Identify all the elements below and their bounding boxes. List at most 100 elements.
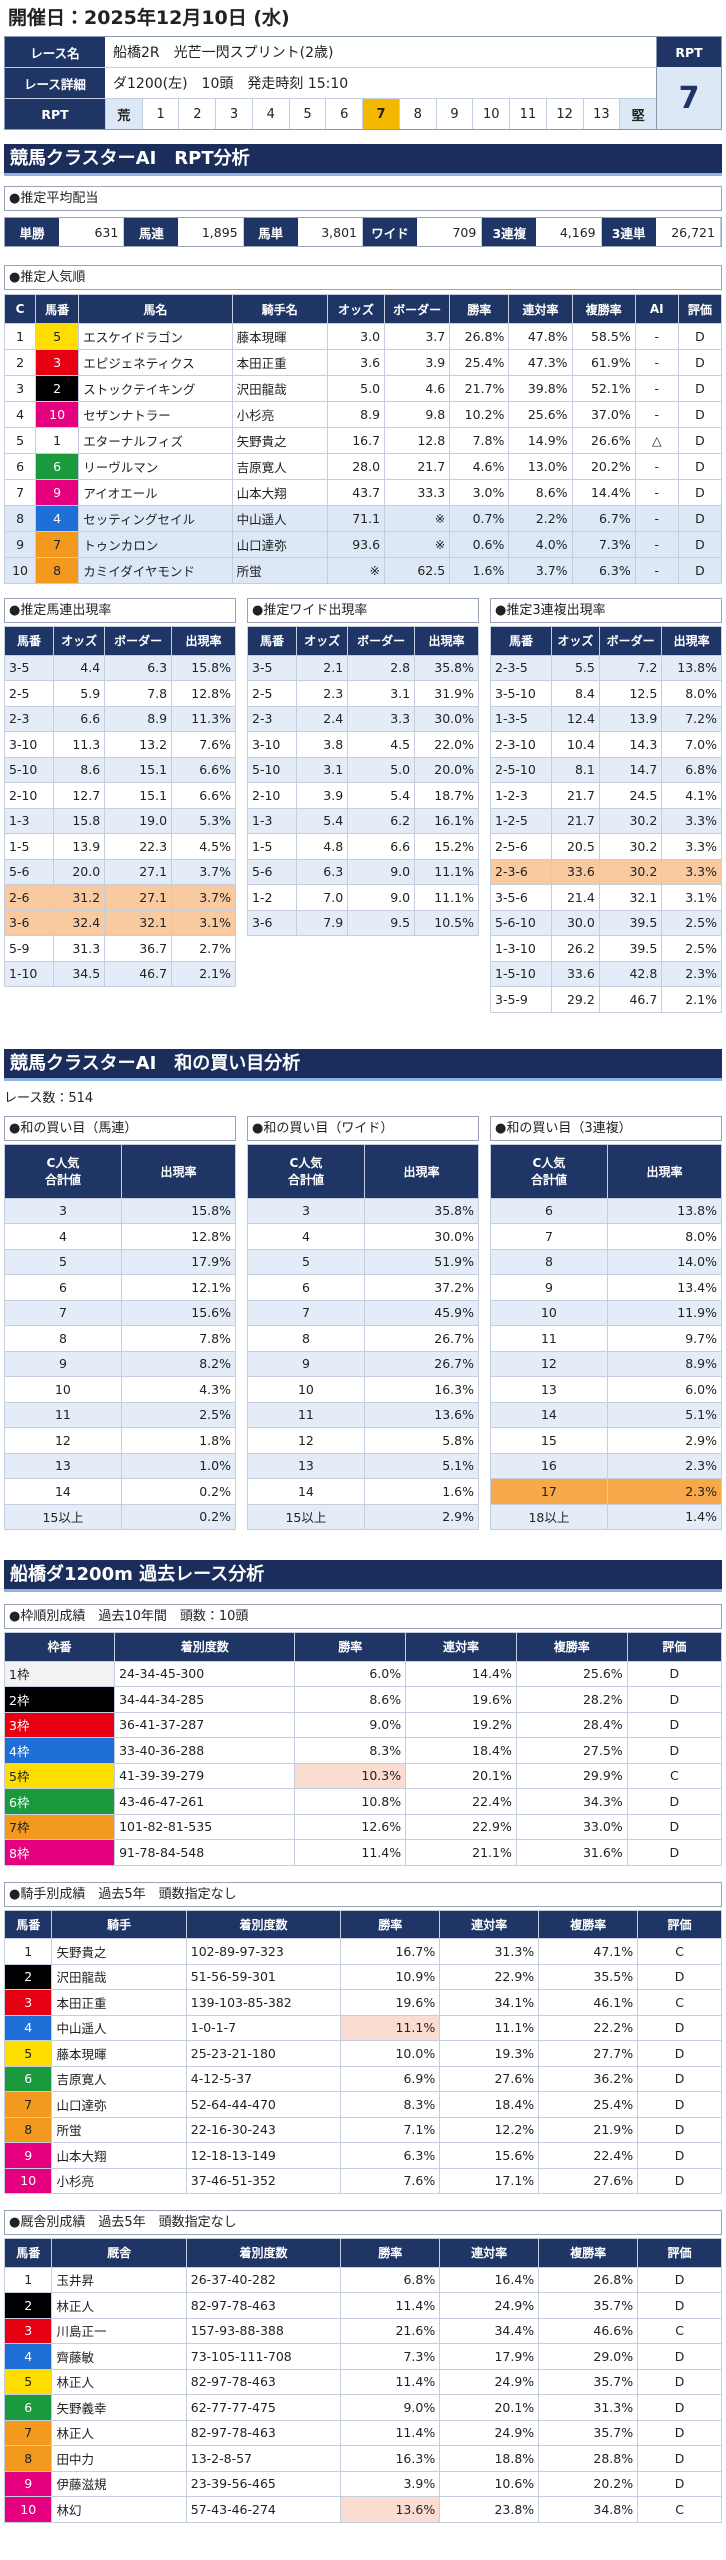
pair-table-wrap: 馬番 オッズ ボーダー 出現率 3-5 2.1 2.8 35.8% 2-5 2.3 3.1 31.9%… <box>246 626 479 936</box>
table-cell: 35.8% <box>414 654 479 681</box>
table-cell: ストックテイキング <box>78 375 233 402</box>
table-cell: 13 <box>4 1452 122 1479</box>
table-cell: 8.3% <box>340 2091 441 2118</box>
table-cell: 12.5 <box>598 680 663 707</box>
payout-value: 26,721 <box>656 218 721 246</box>
table-cell: 21.7 <box>551 807 600 834</box>
table-cell: 林正人 <box>51 2292 187 2319</box>
column-header: 勝率 <box>340 2238 441 2268</box>
table-cell: 3 <box>4 1197 122 1224</box>
table-cell: 36-41-37-287 <box>114 1711 296 1738</box>
table-row: 3-6 7.9 9.5 10.5% <box>246 909 479 936</box>
table-cell: 3.9 <box>384 349 451 376</box>
table-row: 4枠 33-40-36-288 8.3% 18.4% 27.5% D <box>3 1737 723 1764</box>
table-cell: C <box>637 1989 722 2016</box>
table-row: 2-3 6.6 8.9 11.3% <box>3 705 236 732</box>
table-cell: 15以上 <box>4 1503 122 1530</box>
table-cell: 11 <box>490 1325 608 1352</box>
table-cell: 25.6% <box>515 1660 628 1687</box>
pair-table-wrap: 馬番 オッズ ボーダー 出現率 3-5 4.4 6.3 15.8% 2-5 5.9 7.8 12.8%… <box>3 626 236 987</box>
table-cell: 6.6% <box>171 756 236 783</box>
table-cell: 10 <box>3 2167 53 2194</box>
table-cell: D <box>677 401 723 428</box>
table-cell: 34-44-34-285 <box>114 1686 296 1713</box>
table-row: 3 35.8% <box>247 1197 480 1224</box>
column-header: オッズ <box>53 626 106 656</box>
rpt-scale-cell: 9 <box>435 99 473 129</box>
table-row: 5枠 41-39-39-279 10.3% 20.1% 29.9% C <box>3 1762 723 1789</box>
table-cell: 35.7% <box>538 2419 639 2446</box>
table-cell: 2.7% <box>171 935 236 962</box>
table-cell: 1.6% <box>363 1478 480 1505</box>
table-cell: 27.6% <box>439 2065 540 2092</box>
table-cell: 9.8 <box>384 401 451 428</box>
table-row: 3枠 36-41-37-287 9.0% 19.2% 28.4% D <box>3 1711 723 1738</box>
table-cell: 30.2 <box>598 807 663 834</box>
table-cell: 8 <box>247 1325 365 1352</box>
table-row: 12 8.9% <box>490 1350 723 1377</box>
table-cell: 5-6-10 <box>489 909 553 936</box>
table-cell: 22.4% <box>405 1788 517 1815</box>
data-table: 馬番 オッズ ボーダー 出現率 2-3-5 5.5 7.2 13.8% 3-5-10 8.4 12.… <box>489 626 722 1013</box>
column-header: 出現率 <box>661 626 722 656</box>
table-cell: 4.5% <box>171 833 236 860</box>
table-row: 5-6 6.3 9.0 11.1% <box>246 858 479 885</box>
table-cell: 玉井昇 <box>51 2266 187 2293</box>
table-cell: 26-37-40-282 <box>185 2266 342 2293</box>
table-cell: 32.4 <box>53 909 106 936</box>
table-cell: 2-3-5 <box>489 654 553 681</box>
table-cell: 4.8 <box>296 833 349 860</box>
column-header: ボーダー <box>347 626 416 656</box>
table-cell: 15.8 <box>53 807 106 834</box>
table-cell: 7.3% <box>340 2343 441 2370</box>
table-cell: 10.2% <box>449 401 510 428</box>
table-cell: 1-3 <box>246 807 298 834</box>
table-cell: 26.8% <box>449 323 510 350</box>
table-cell: D <box>626 1660 723 1687</box>
table-cell: D <box>626 1788 723 1815</box>
data-table: 馬番 騎手 着別度数 勝率 連対率 複勝率 評価 1 矢野貴之 102-89-97-323 16.7… <box>3 1909 722 2195</box>
column-header: ボーダー <box>598 626 663 656</box>
table-cell: 8.6% <box>508 479 573 506</box>
table-cell: 6.2 <box>347 807 416 834</box>
table-cell: - <box>634 531 679 558</box>
table-cell: アイオエール <box>78 479 233 506</box>
table-cell: D <box>677 427 723 454</box>
table-cell: ※ <box>326 557 386 584</box>
table-cell: - <box>634 375 679 402</box>
table-cell: 12.7 <box>53 782 106 809</box>
payout-name: 3連単 <box>601 218 656 246</box>
table-cell: 30.0% <box>363 1223 480 1250</box>
table-cell: 9 <box>3 2470 53 2497</box>
table-cell: C <box>637 2496 722 2523</box>
pair-column: ●推定3連複出現率 馬番 オッズ ボーダー 出現率 2-3-5 5.5 7.2 13.8% 3-5… <box>489 598 722 1013</box>
table-cell: 4 <box>4 1223 122 1250</box>
table-cell: 22.3 <box>104 833 173 860</box>
table-cell: - <box>634 453 679 480</box>
rpt-box-value: 7 <box>657 67 721 129</box>
table-cell: D <box>626 1813 723 1840</box>
payout-value: 631 <box>59 218 125 246</box>
table-cell: 46.7 <box>598 986 663 1013</box>
table-cell: 13 <box>490 1376 608 1403</box>
column-header: C人気 合計値 <box>247 1143 365 1199</box>
table-cell: 14.4% <box>405 1660 517 1687</box>
table-cell: 26.2 <box>551 935 600 962</box>
table-cell: 8 <box>3 2116 53 2143</box>
table-cell: 19.2% <box>405 1711 517 1738</box>
table-row: 9 山本大翔 12-18-13-149 6.3% 15.6% 22.4% D <box>3 2142 722 2169</box>
table-cell: エターナルフィズ <box>78 427 233 454</box>
table-cell: D <box>626 1839 723 1866</box>
table-cell: 14 <box>4 1478 122 1505</box>
column-header: 勝率 <box>340 1909 441 1939</box>
table-row: 2 林正人 82-97-78-463 11.4% 24.9% 35.7% D <box>3 2292 722 2319</box>
table-cell: 14.3 <box>598 731 663 758</box>
header-row: 馬番 オッズ ボーダー 出現率 <box>3 626 236 656</box>
table-cell: 3.3% <box>661 858 722 885</box>
past-table-wrap: 馬番 騎手 着別度数 勝率 連対率 複勝率 評価 1 矢野貴之 102-89-97-323 16.7… <box>3 1909 722 2195</box>
table-cell: D <box>626 1711 723 1738</box>
table-cell: 3.9% <box>340 2470 441 2497</box>
column-header: オッズ <box>551 626 600 656</box>
table-cell: 51.9% <box>363 1248 480 1275</box>
table-cell: D <box>637 2292 722 2319</box>
